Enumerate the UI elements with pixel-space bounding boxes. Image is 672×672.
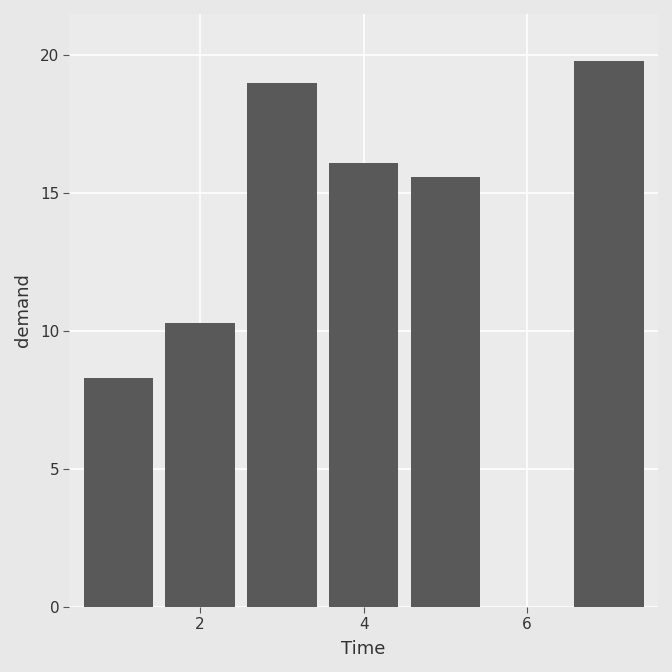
Bar: [411, 177, 480, 607]
Bar: [247, 83, 317, 607]
X-axis label: Time: Time: [341, 640, 386, 658]
Bar: [83, 378, 153, 607]
Bar: [329, 163, 398, 607]
Bar: [165, 323, 235, 607]
Bar: [575, 60, 644, 607]
Y-axis label: demand: demand: [14, 274, 32, 347]
